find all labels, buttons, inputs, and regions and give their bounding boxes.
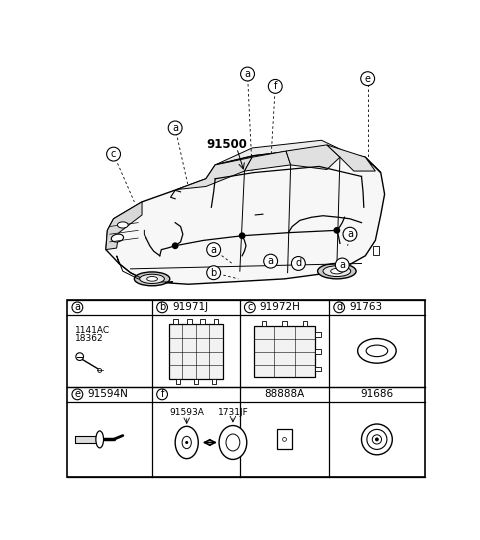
Bar (373, 246, 379, 255)
Text: 91763: 91763 (349, 302, 382, 312)
Circle shape (185, 441, 188, 444)
Bar (173, 319, 178, 325)
Bar (214, 319, 218, 325)
Circle shape (76, 353, 84, 361)
Text: 91972H: 91972H (260, 302, 301, 312)
Ellipse shape (219, 426, 247, 460)
Text: 88888A: 88888A (264, 389, 305, 400)
Circle shape (264, 254, 277, 268)
Text: b: b (159, 302, 165, 312)
Bar (254, 326, 315, 377)
Circle shape (98, 369, 102, 373)
Ellipse shape (140, 274, 164, 284)
Ellipse shape (358, 339, 396, 363)
Text: d: d (336, 302, 342, 312)
Circle shape (361, 424, 392, 455)
Text: a: a (339, 260, 345, 270)
Bar (176, 379, 180, 383)
Circle shape (244, 302, 255, 313)
Polygon shape (327, 145, 375, 171)
Text: a: a (172, 123, 178, 133)
Bar (193, 379, 198, 383)
Ellipse shape (366, 345, 388, 356)
Ellipse shape (182, 436, 192, 449)
Circle shape (72, 302, 83, 313)
Circle shape (283, 437, 287, 441)
Text: f: f (160, 389, 164, 400)
Circle shape (334, 228, 339, 233)
Circle shape (361, 72, 374, 86)
Circle shape (375, 437, 379, 441)
Ellipse shape (147, 276, 157, 281)
Text: a: a (211, 245, 216, 254)
Bar (282, 321, 287, 326)
Bar (315, 349, 321, 354)
Ellipse shape (323, 266, 351, 276)
Circle shape (168, 121, 182, 135)
Ellipse shape (175, 426, 198, 458)
Bar (315, 367, 321, 371)
Circle shape (107, 147, 120, 161)
Ellipse shape (111, 234, 123, 242)
Text: f: f (274, 82, 277, 91)
Polygon shape (177, 157, 252, 190)
Bar (303, 321, 307, 326)
Ellipse shape (134, 272, 170, 286)
Text: a: a (347, 229, 353, 239)
Polygon shape (215, 140, 381, 173)
Bar (262, 321, 266, 326)
Polygon shape (106, 148, 384, 284)
Text: a: a (244, 69, 251, 79)
Text: 91593A: 91593A (169, 408, 204, 417)
Text: 91594N: 91594N (87, 389, 128, 400)
Polygon shape (286, 145, 340, 170)
Bar (200, 319, 205, 325)
Bar (169, 325, 223, 379)
Text: 18362: 18362 (75, 334, 104, 342)
Bar (212, 379, 216, 383)
Ellipse shape (96, 431, 104, 448)
Text: 91686: 91686 (360, 389, 394, 400)
Text: 91500: 91500 (206, 138, 247, 151)
Circle shape (156, 302, 168, 313)
Text: a: a (268, 256, 274, 266)
Ellipse shape (318, 264, 356, 279)
Circle shape (334, 302, 345, 313)
Text: 91971J: 91971J (172, 302, 208, 312)
Circle shape (207, 266, 221, 280)
Bar (315, 332, 321, 337)
Bar (75, 436, 100, 443)
Circle shape (240, 67, 254, 81)
Ellipse shape (226, 434, 240, 451)
Circle shape (172, 243, 178, 248)
Text: a: a (74, 302, 80, 312)
Circle shape (336, 258, 349, 272)
Circle shape (268, 79, 282, 93)
Circle shape (156, 389, 168, 400)
Text: e: e (365, 73, 371, 84)
Text: d: d (295, 259, 301, 268)
Circle shape (72, 389, 83, 400)
Text: 1731JF: 1731JF (217, 408, 248, 417)
Text: b: b (211, 268, 217, 278)
Bar (187, 319, 192, 325)
Polygon shape (106, 202, 142, 249)
Circle shape (207, 242, 221, 256)
Circle shape (240, 233, 245, 239)
Polygon shape (244, 151, 291, 171)
Circle shape (372, 435, 382, 444)
Text: c: c (111, 149, 116, 159)
Text: e: e (74, 389, 80, 400)
Bar (67, 300, 425, 477)
Circle shape (343, 227, 357, 241)
Text: 1141AC: 1141AC (75, 326, 110, 335)
Ellipse shape (331, 268, 343, 274)
Bar (277, 429, 292, 449)
Circle shape (291, 256, 305, 271)
Circle shape (367, 429, 387, 449)
Ellipse shape (118, 222, 128, 228)
Text: c: c (247, 302, 252, 312)
